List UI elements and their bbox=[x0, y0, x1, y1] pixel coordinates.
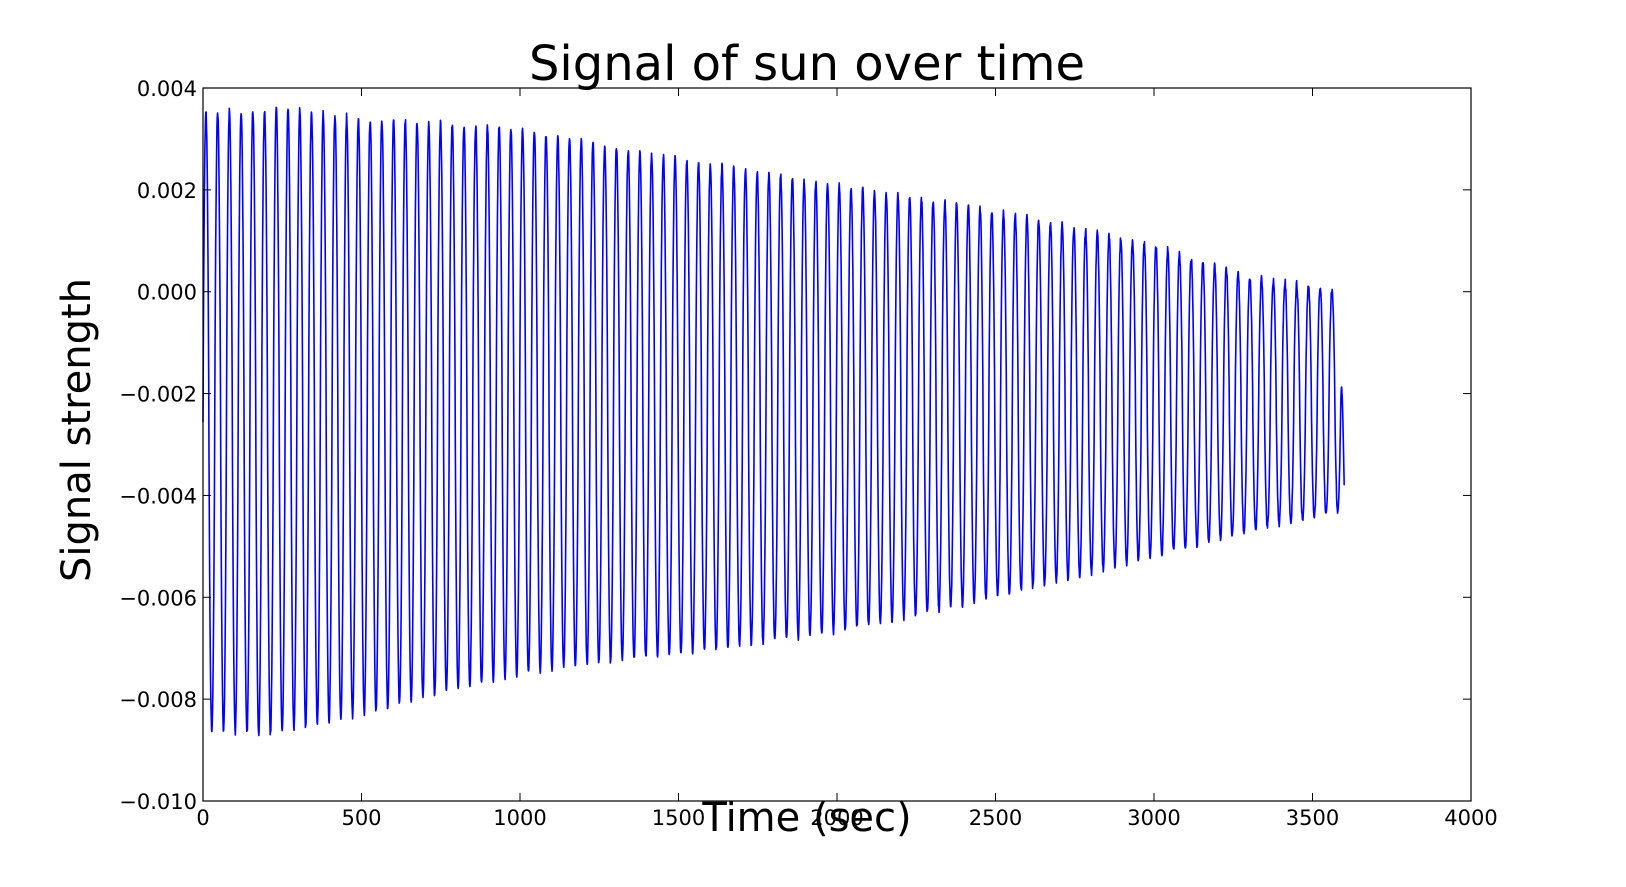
x-tick-label: 1500 bbox=[652, 806, 705, 830]
y-axis-label: Signal strength bbox=[54, 278, 100, 582]
y-tick-label: −0.004 bbox=[119, 484, 197, 508]
x-tick-label: 3000 bbox=[1127, 806, 1180, 830]
x-tick-label: 4000 bbox=[1444, 806, 1497, 830]
x-tick-label: 500 bbox=[341, 806, 381, 830]
x-tick-label: 0 bbox=[196, 806, 209, 830]
chart-title: Signal of sun over time bbox=[529, 36, 1085, 92]
x-tick-label: 3500 bbox=[1286, 806, 1339, 830]
y-tick-label: 0.004 bbox=[137, 77, 197, 101]
plot-layer bbox=[202, 106, 1345, 737]
y-axis: 0.004 0.002 0.000 −0.002 −0.004 −0.006 −0.008 −… bbox=[119, 77, 1471, 814]
x-axis: 0 500 1000 1500 2000 2500 3000 3500 4000 bbox=[196, 88, 1498, 830]
y-tick-label: −0.006 bbox=[119, 586, 197, 610]
y-tick-label: 0.000 bbox=[137, 281, 197, 305]
x-tick-label: 2000 bbox=[810, 806, 863, 830]
y-tick-label: −0.008 bbox=[119, 688, 197, 712]
x-axis-label: Time (sec) bbox=[701, 795, 911, 841]
x-tick-label: 2500 bbox=[969, 806, 1022, 830]
x-tick-label: 1000 bbox=[493, 806, 546, 830]
signal-line bbox=[202, 106, 1345, 737]
y-tick-label: −0.002 bbox=[119, 383, 197, 407]
y-tick-label: −0.010 bbox=[119, 790, 197, 814]
y-tick-label: 0.002 bbox=[137, 179, 197, 203]
